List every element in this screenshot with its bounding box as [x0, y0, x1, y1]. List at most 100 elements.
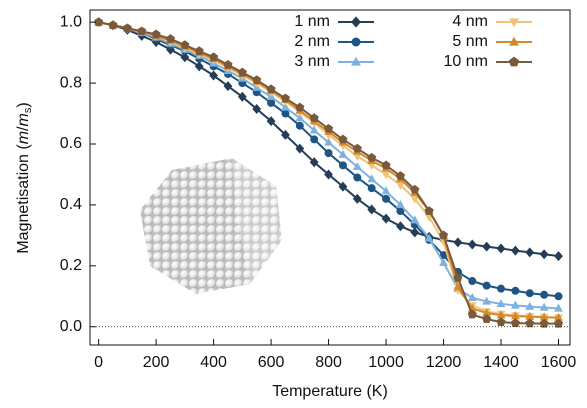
marker — [554, 251, 563, 262]
marker — [553, 318, 564, 328]
marker — [510, 311, 520, 320]
marker — [496, 317, 506, 327]
marker — [281, 129, 290, 140]
y-tick-label: 0.4 — [60, 196, 82, 213]
y-tick-label: 0.2 — [60, 257, 82, 274]
marker — [367, 152, 377, 162]
marker — [396, 181, 405, 190]
y-tick-label: 1.0 — [60, 13, 82, 30]
marker — [351, 16, 361, 28]
marker — [482, 281, 491, 290]
marker — [554, 292, 563, 301]
marker — [338, 161, 347, 170]
y-axis-label: Magnetisation (m/ms) — [15, 102, 34, 253]
x-tick-label: 400 — [200, 354, 227, 371]
marker — [237, 67, 247, 77]
marker — [439, 251, 448, 260]
marker — [508, 56, 520, 67]
marker — [324, 123, 334, 133]
nanoparticle-inset — [140, 158, 282, 294]
x-axis-label: Temperature (K) — [272, 383, 388, 400]
marker — [525, 318, 535, 328]
marker — [525, 311, 535, 320]
marker — [509, 36, 519, 46]
marker — [453, 237, 463, 248]
marker — [540, 290, 549, 299]
marker — [351, 37, 361, 47]
axes-frame — [89, 9, 571, 346]
marker — [309, 157, 319, 168]
marker — [194, 46, 204, 55]
marker — [539, 249, 549, 260]
x-tick-label: 1000 — [368, 354, 404, 371]
marker — [539, 302, 549, 311]
marker — [511, 286, 520, 295]
x-tick-label: 200 — [143, 354, 170, 371]
legend-label: 5 nm — [452, 33, 488, 50]
marker — [453, 282, 463, 291]
y-tick-label: 0.0 — [60, 318, 82, 335]
marker — [410, 227, 420, 238]
marker — [381, 160, 391, 170]
marker — [525, 289, 534, 298]
marker — [467, 293, 477, 301]
marker — [439, 257, 448, 266]
marker — [352, 162, 362, 171]
marker — [338, 181, 348, 192]
marker — [266, 116, 276, 127]
marker — [223, 60, 233, 69]
marker — [510, 245, 520, 256]
marker — [180, 52, 190, 63]
marker — [194, 61, 204, 72]
marker — [122, 23, 132, 33]
x-tick-label: 0 — [94, 354, 103, 371]
x-tick-label: 1600 — [541, 354, 577, 371]
marker — [453, 273, 463, 282]
marker — [468, 277, 477, 286]
marker — [539, 312, 549, 321]
marker — [396, 207, 405, 215]
legend-label: 1 nm — [294, 13, 330, 30]
marker — [367, 184, 376, 193]
marker — [310, 135, 319, 144]
marker — [108, 20, 118, 30]
marker — [281, 109, 290, 118]
marker — [266, 84, 276, 94]
marker — [381, 186, 391, 195]
marker — [295, 143, 305, 154]
marker — [496, 299, 506, 308]
marker — [482, 308, 492, 317]
legend-label: 2 nm — [294, 33, 330, 50]
marker — [525, 247, 535, 258]
marker — [554, 312, 563, 321]
marker — [467, 239, 477, 250]
legend-label: 4 nm — [452, 13, 488, 30]
marker — [309, 113, 319, 122]
marker — [381, 213, 391, 224]
marker — [381, 171, 391, 180]
marker — [165, 34, 176, 43]
marker — [94, 17, 104, 27]
marker — [396, 200, 405, 209]
marker — [237, 91, 247, 102]
y-tick-label: 0.6 — [60, 135, 82, 152]
x-tick-label: 600 — [258, 354, 285, 371]
marker — [281, 102, 290, 111]
marker — [209, 70, 218, 81]
marker — [352, 143, 362, 153]
marker — [353, 173, 362, 182]
marker — [382, 194, 391, 203]
marker — [352, 193, 362, 204]
marker — [496, 310, 506, 319]
marker — [554, 303, 563, 312]
marker — [295, 121, 304, 130]
marker — [338, 134, 348, 144]
marker — [395, 171, 405, 180]
marker — [367, 162, 377, 171]
marker — [509, 18, 519, 28]
marker — [252, 103, 262, 114]
legend-label: 3 nm — [294, 53, 330, 70]
x-tick-label: 800 — [315, 354, 342, 371]
